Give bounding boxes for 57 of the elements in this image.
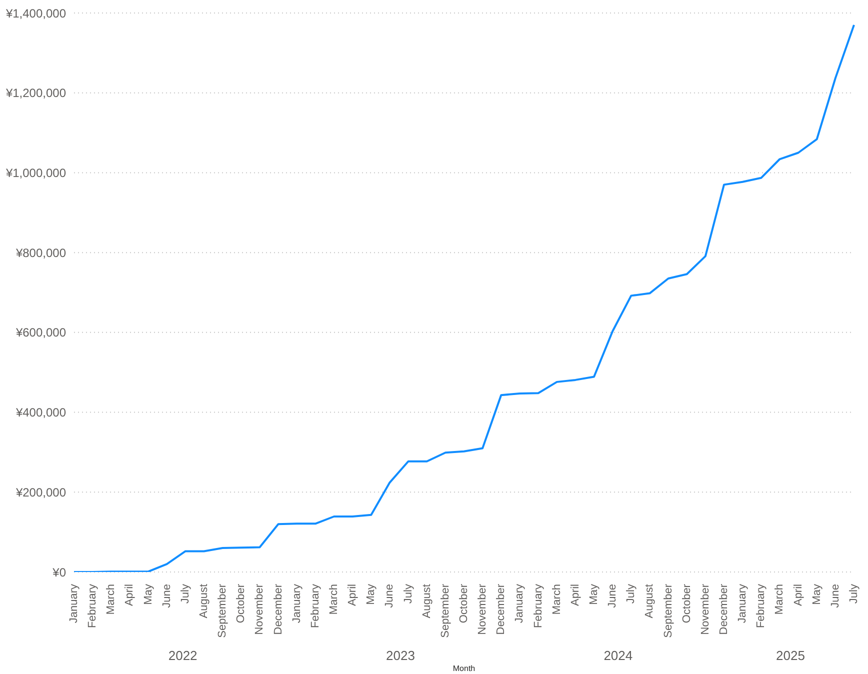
- x-tick-label: November: [254, 584, 266, 635]
- x-tick-label: August: [198, 584, 210, 618]
- text: 2023: [385, 648, 416, 663]
- y-tick-label: ¥200,000: [14, 485, 66, 500]
- x-tick-label: June: [160, 584, 173, 608]
- x-tick-label: March: [328, 584, 340, 615]
- text: 2022: [167, 648, 198, 663]
- x-tick-label: October: [235, 584, 248, 624]
- x-tick-label: June: [384, 584, 396, 608]
- x-tick-label: August: [644, 584, 656, 618]
- x-tick-label: August: [420, 584, 433, 618]
- x-tick-label: April: [124, 584, 136, 606]
- x-tick-label: May: [810, 584, 823, 605]
- x-tick-label: March: [774, 584, 786, 615]
- x-tick-label: March: [550, 584, 563, 615]
- x-tick-label: November: [699, 584, 712, 635]
- x-tick-label: September: [662, 584, 674, 638]
- y-tick-label: ¥800,000: [14, 246, 66, 260]
- y-tick-label: ¥400,000: [14, 406, 66, 420]
- x-tick-label: May: [365, 584, 378, 605]
- x-tick-label: February: [86, 584, 99, 628]
- y-tick-label: ¥0: [52, 565, 66, 580]
- x-tick-label: January: [514, 584, 526, 624]
- x-tick-label: February: [532, 584, 544, 628]
- x-tick-label: July: [179, 584, 192, 604]
- y-tick-label: ¥1,000,000: [4, 166, 66, 180]
- x-tick-label: May: [142, 584, 154, 605]
- x-tick-label: December: [272, 584, 284, 635]
- line-series: [73, 24, 855, 572]
- x-tick-label: July: [625, 584, 638, 604]
- text: 2024: [602, 648, 634, 663]
- x-tick-label: September: [439, 584, 452, 638]
- x-tick-label: July: [402, 584, 414, 604]
- x-tick-label: July: [848, 584, 860, 604]
- y-tick-label: ¥1,400,000: [4, 6, 66, 20]
- x-tick-label: June: [606, 584, 619, 608]
- x-axis-title: Month: [452, 664, 476, 673]
- x-tick-label: January: [736, 584, 749, 624]
- x-tick-label: September: [216, 584, 229, 638]
- x-tick-label: March: [105, 584, 118, 615]
- x-tick-label: April: [346, 584, 359, 606]
- x-tick-label: December: [718, 584, 730, 635]
- x-tick-label: April: [569, 584, 582, 606]
- y-tick-label: ¥1,200,000: [4, 86, 66, 100]
- x-tick-label: October: [458, 584, 470, 624]
- text: 2025: [775, 648, 806, 663]
- y-tick-label: ¥600,000: [14, 326, 66, 340]
- x-tick-label: May: [588, 584, 600, 605]
- x-tick-label: February: [309, 584, 322, 628]
- x-tick-label: December: [495, 584, 508, 635]
- x-tick-label: June: [829, 584, 842, 608]
- x-tick-label: January: [68, 584, 80, 624]
- x-tick-label: January: [290, 584, 303, 624]
- x-tick-label: October: [680, 584, 693, 624]
- x-tick-label: November: [476, 584, 489, 635]
- x-tick-label: April: [792, 584, 804, 606]
- x-tick-label: February: [755, 584, 768, 628]
